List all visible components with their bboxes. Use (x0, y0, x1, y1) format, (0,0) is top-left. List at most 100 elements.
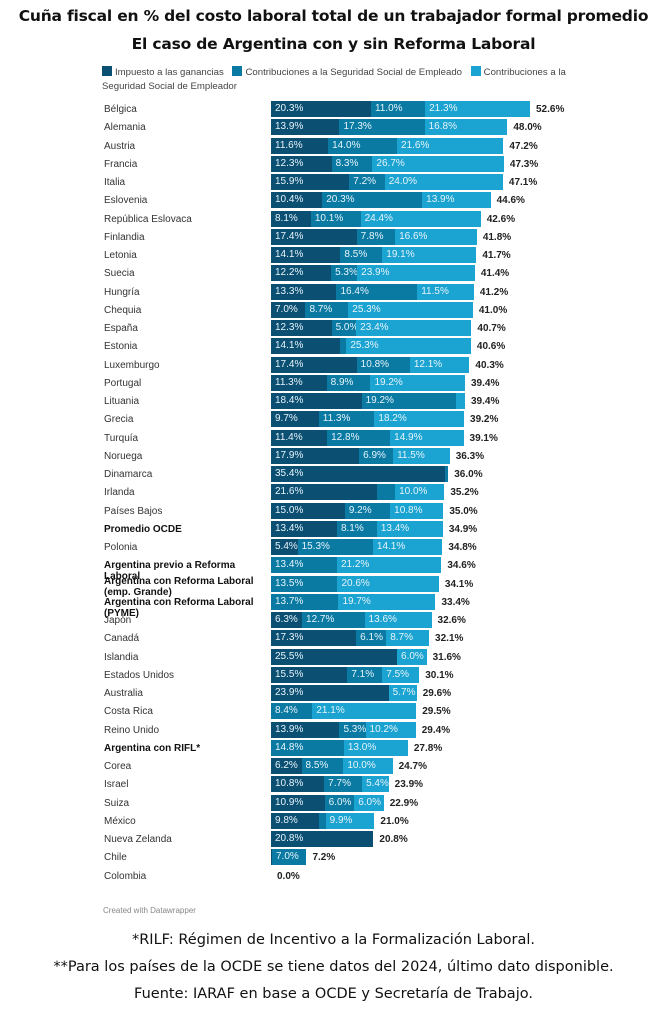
segment-empleador: 19.2% (370, 374, 465, 391)
bar-row: México 9.8% 9.9% 21.0% (0, 812, 667, 830)
segment-value-label: 5.7% (392, 687, 416, 698)
segment-empleado: 8.3% (331, 155, 373, 172)
bar-row: España 12.3% 5.0% 23.4% 40.7% (0, 319, 667, 337)
row-label: Luxemburgo (104, 359, 160, 371)
row-label: Francia (104, 158, 138, 170)
segment-empleado: 10.8% (356, 356, 410, 373)
bar-row: Israel 10.8% 7.7% 5.4% 23.9% (0, 775, 667, 793)
row-label: Hungría (104, 286, 140, 298)
stacked-bar-chart: Bélgica 20.3% 11.0% 21.3% 52.6% Alemania 13.9%… (0, 100, 667, 900)
segment-empleador: 9.9% (325, 812, 375, 829)
segment-value-label: 17.3% (275, 632, 304, 644)
segment-value-label: 12.1% (413, 358, 443, 370)
datawrapper-credit[interactable]: Created with Datawrapper (103, 906, 196, 915)
segment-value-label: 10.8% (360, 358, 390, 370)
segment-ganancias: 12.3% (271, 320, 332, 336)
footnote-rifl: *RILF: Régimen de Incentivo a la Formali… (131, 932, 536, 948)
row-label: Estados Unidos (104, 669, 175, 681)
row-label: Argentina con Reforma Laboral (emp. Gran… (104, 575, 254, 598)
segment-value-label: 6.3% (275, 614, 298, 625)
total-value-label: 29.6% (422, 688, 452, 699)
segment-empleado: 7.0% (271, 849, 307, 866)
segment-value-label: 7.1% (351, 668, 375, 680)
legend: Impuesto a las ganancias Contribuciones … (102, 66, 572, 94)
bar-row: Polonia 5.4% 15.3% 14.1% 34.8% (0, 538, 667, 556)
total-value-label: 52.6% (536, 104, 565, 115)
segment-empleado: 12.7% (302, 612, 365, 628)
bar-row: Bélgica 20.3% 11.0% 21.3% 52.6% (0, 100, 667, 118)
bar-row: Lituania 18.4% 19.2% 39.4% (0, 392, 667, 410)
segment-empleador: 25.3% (348, 301, 473, 318)
total-value-label: 41.4% (480, 268, 510, 280)
total-value-label: 47.3% (509, 158, 539, 170)
segment-value-label: 19.7% (342, 595, 371, 607)
segment-empleador: 14.9% (390, 429, 464, 446)
segment-value-label: 8.5% (305, 760, 329, 771)
segment-value-label: 13.7% (275, 595, 304, 607)
segment-empleador: 13.4% (376, 520, 443, 537)
segment-value-label: 5.0% (335, 322, 357, 333)
row-label: Irlanda (104, 487, 135, 499)
total-value-label: 24.7% (398, 761, 427, 772)
bar-row: Chile 7.0% 7.2% (0, 848, 667, 866)
segment-value-label: 7.0% (275, 303, 298, 315)
total-value-label: 31.6% (432, 651, 461, 663)
total-value-label: 20.8% (379, 834, 408, 845)
row-label: Nueva Zelanda (104, 834, 172, 845)
stacked-bar: 12.2% 5.3% 23.9% (271, 265, 475, 282)
bar-row: Italia 15.9% 7.2% 24.0% 47.1% (0, 173, 667, 191)
footnote-source: Fuente: IARAF en base a OCDE y Secretarí… (134, 986, 533, 1002)
segment-empleador: 21.6% (397, 137, 504, 154)
segment-empleado: 6.0% (324, 794, 355, 811)
segment-value-label: 5.3% (343, 723, 366, 735)
stacked-bar: 14.1% 25.3% (271, 338, 471, 355)
segment-value-label: 13.6% (368, 614, 397, 625)
segment-ganancias: 13.9% (271, 721, 340, 738)
segment-empleador: 5.7% (388, 685, 417, 701)
segment-empleador: 19.1% (382, 247, 477, 263)
total-value-label: 7.2% (312, 852, 336, 864)
row-label: Dinamarca (104, 469, 153, 480)
segment-empleado: 8.9% (326, 374, 371, 391)
bar-row: Turquía 11.4% 12.8% 14.9% 39.1% (0, 429, 667, 447)
row-label: Colombia (104, 870, 147, 882)
segment-value-label: 21.6% (401, 139, 430, 151)
segment-empleado: 7.7% (324, 776, 363, 793)
segment-value-label: 14.1% (376, 541, 406, 552)
segment-ganancias: 8.1% (271, 210, 311, 227)
row-label: Noruega (104, 450, 143, 462)
segment-value-label: 11.3% (322, 413, 351, 425)
legend-label: Contribuciones a la Seguridad Social de … (245, 67, 462, 78)
bar-row: Noruega 17.9% 6.9% 11.5% 36.3% (0, 447, 667, 465)
segment-empleador: 8.7% (386, 630, 430, 647)
total-value-label: 47.1% (508, 177, 538, 188)
segment-ganancias: 10.9% (271, 794, 325, 811)
segment-value-label: 17.9% (275, 449, 304, 461)
footnote-ocde: **Para los países de la OCDE se tiene da… (53, 959, 614, 975)
segment-value-label: 8.3% (335, 157, 359, 169)
segment-value-label: 10.0% (347, 760, 376, 771)
segment-ganancias: 15.5% (271, 666, 348, 683)
row-label: Eslovenia (104, 195, 148, 207)
stacked-bar: 14.1% 8.5% 19.1% (271, 247, 477, 263)
segment-value-label: 7.7% (328, 778, 351, 790)
total-value-label: 39.4% (471, 396, 500, 407)
stacked-bar: 15.5% 7.1% 7.5% (271, 666, 420, 683)
segment-value-label: 21.2% (340, 559, 370, 571)
row-label: Australia (104, 688, 143, 699)
segment-value-label: 13.9% (275, 121, 304, 133)
bar-row: Australia 23.9% 5.7% 29.6% (0, 684, 667, 702)
stacked-bar: 18.4% 19.2% (271, 393, 465, 409)
bar-row: Argentina con Reforma Laboral (emp. Gran… (0, 575, 667, 598)
segment-empleado: 6.1% (356, 630, 387, 647)
total-value-label: 30.1% (425, 669, 454, 681)
segment-value-label: 11.4% (275, 431, 303, 443)
segment-empleado: 6.9% (359, 447, 394, 464)
segment-value-label: 24.0% (388, 176, 418, 187)
segment-ganancias: 17.3% (271, 630, 357, 647)
segment-value-label: 11.0% (374, 103, 403, 114)
segment-value-label: 16.8% (428, 121, 457, 133)
segment-empleador: 23.9% (357, 265, 475, 282)
row-label: Reino Unido (104, 724, 160, 736)
stacked-bar: 13.7% 19.7% (271, 593, 436, 610)
